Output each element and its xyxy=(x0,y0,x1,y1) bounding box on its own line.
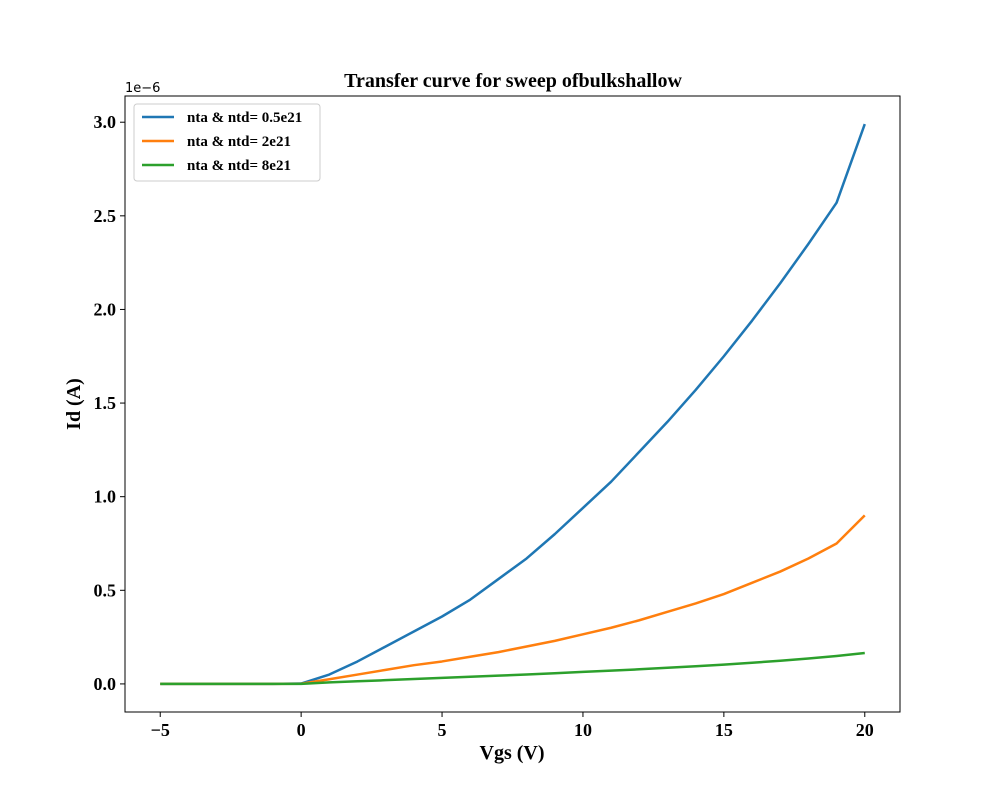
x-tick-label: 10 xyxy=(574,720,592,740)
x-tick-label: −5 xyxy=(151,720,170,740)
y-axis: 0.0 0.5 1.0 1.5 2.0 2.5 3.0 xyxy=(94,112,125,694)
series-layer xyxy=(160,123,866,686)
x-tick-label: 20 xyxy=(856,720,874,740)
legend-box xyxy=(133,103,321,182)
y-tick-label: 1.5 xyxy=(94,393,117,413)
x-tick-label: 0 xyxy=(297,720,306,740)
x-tick-label: 15 xyxy=(715,720,733,740)
y-axis-label: Id (A) xyxy=(63,378,85,430)
series-line-3 xyxy=(160,651,865,686)
plot-area-frame xyxy=(124,95,901,713)
x-axis: −5 0 5 10 15 20 xyxy=(151,712,874,740)
y-tick-label: 1.0 xyxy=(94,487,117,507)
y-tick-label: 0.5 xyxy=(94,580,117,600)
legend: nta & ntd= 0.5e21 nta & ntd= 2e21 nta & nt… xyxy=(133,103,321,182)
y-scale-offset-label: 1e−6 xyxy=(125,81,160,96)
legend-label-1: nta & ntd= 0.5e21 xyxy=(187,110,302,126)
y-tick-label: 2.0 xyxy=(94,299,117,319)
x-tick-label: 5 xyxy=(438,720,447,740)
chart-title: Transfer curve for sweep ofbulkshallow xyxy=(344,70,682,92)
x-axis-label: Vgs (V) xyxy=(480,742,545,764)
series-line-2 xyxy=(160,514,866,686)
legend-label-2: nta & ntd= 2e21 xyxy=(187,134,291,150)
y-tick-label: 0.0 xyxy=(94,674,117,694)
y-tick-label: 2.5 xyxy=(94,206,117,226)
legend-label-3: nta & ntd= 8e21 xyxy=(187,158,291,174)
series-line-1 xyxy=(160,123,866,686)
y-tick-label: 3.0 xyxy=(94,112,117,132)
